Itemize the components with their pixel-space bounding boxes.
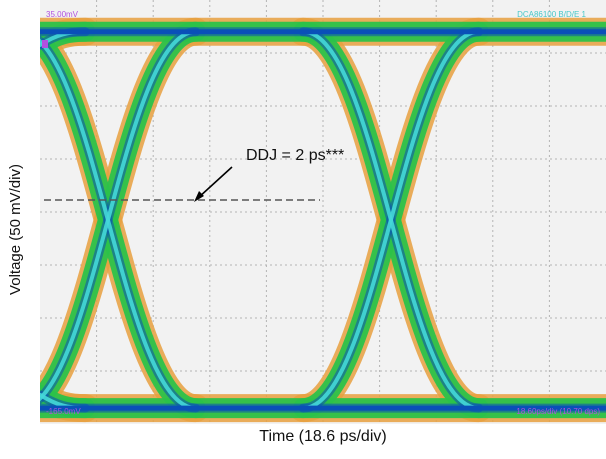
- trace-rising-edge: [40, 29, 198, 402]
- graticule: [40, 0, 606, 424]
- x-axis-label: Time (18.6 ps/div): [259, 428, 387, 445]
- annotation-arrowhead: [194, 191, 204, 202]
- readout-bottom-right: 18.60ps/div (10.70 dps): [516, 407, 600, 416]
- eye-diagram: DDJ = 2 ps*** 35.00mV DCA86100 B/D/E 1 -…: [40, 0, 606, 424]
- annotation-arrow: [197, 166, 233, 199]
- channel-marker: [42, 40, 48, 48]
- readout-bottom-left: -165.0mV: [46, 407, 81, 416]
- readout-top-left: 35.00mV: [46, 10, 79, 19]
- trace-rising-edge: [301, 29, 481, 411]
- ddj-annotation: DDJ = 2 ps***: [246, 147, 344, 164]
- eye-traces: [40, 17, 606, 423]
- readout-top-right: DCA86100 B/D/E 1: [517, 10, 586, 19]
- y-axis-label: Voltage (50 mV/div): [6, 164, 24, 295]
